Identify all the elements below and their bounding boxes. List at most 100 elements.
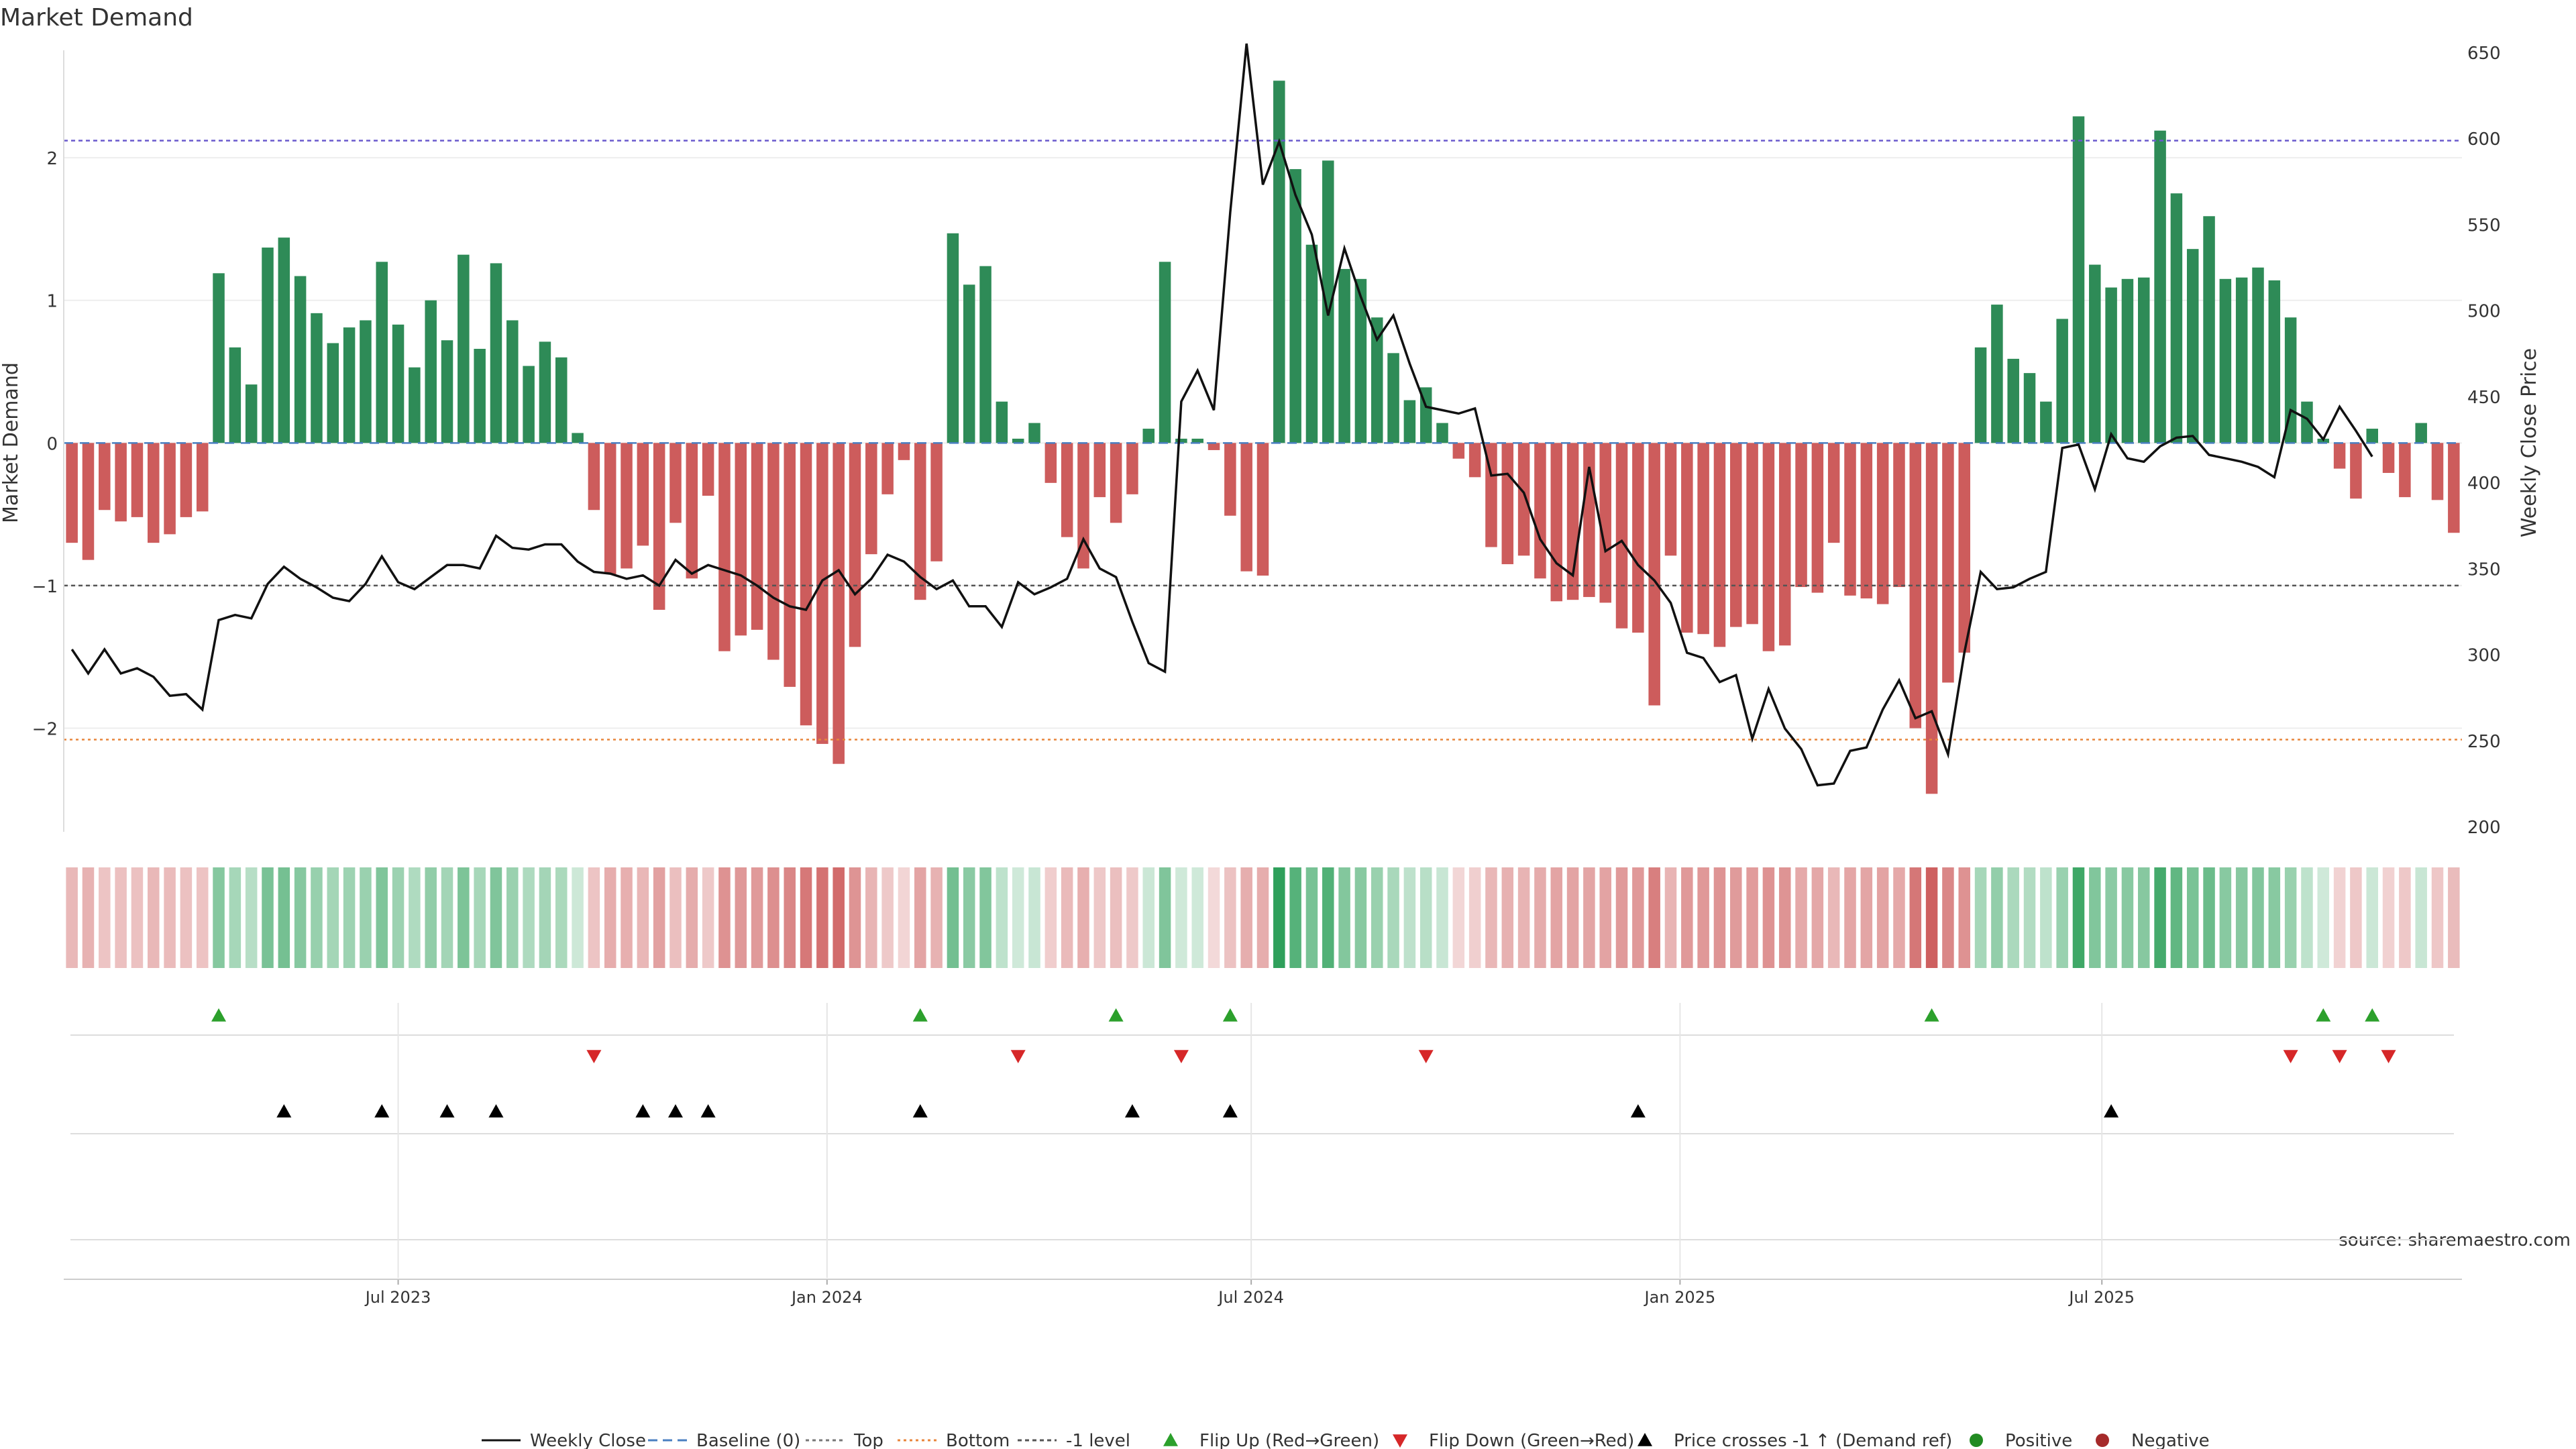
demand-bar [1354,278,1367,443]
heat-cell [1778,867,1791,968]
legend-swatch [1970,1434,1983,1447]
heat-cell [2366,867,2378,968]
heat-cell [131,867,144,968]
legend-label: Weekly Close [530,1431,646,1449]
price-cross-marker [439,1104,455,1118]
demand-bar [1208,443,1220,450]
demand-bar [2301,401,2313,443]
heat-cell [1925,867,1938,968]
x-tick-label: Jul 2024 [1217,1288,1284,1307]
demand-bar [1224,443,1236,516]
heat-cell [2268,867,2281,968]
demand-bar [1371,317,1383,443]
demand-bar [2138,277,2150,443]
demand-bar [441,340,453,443]
demand-bar [1664,443,1677,556]
heat-cell [425,867,437,968]
heat-cell [2317,867,2330,968]
legend-label: -1 level [1066,1431,1130,1449]
demand-bar [1501,443,1514,565]
demand-bar [1159,262,1171,443]
heat-cell [930,867,943,968]
heat-cell [800,867,812,968]
demand-bar [1028,423,1040,443]
heat-cell [148,867,160,968]
heat-cell [2121,867,2134,968]
demand-bar [409,367,421,443]
y-left-tick-label: −2 [32,720,58,740]
heat-cell [816,867,828,968]
demand-bar [2382,443,2395,473]
legend-swatch [1638,1433,1652,1446]
heat-cell [164,867,176,968]
demand-bar [229,347,241,443]
demand-bar [131,443,144,517]
heat-cell [1632,867,1644,968]
heat-cell [1403,867,1416,968]
demand-bar [718,443,731,651]
demand-bar [621,443,633,569]
flip-down-marker [1010,1050,1026,1063]
demand-bar [963,284,975,443]
heat-cell [409,867,421,968]
demand-bar [311,313,323,443]
heat-cell [2382,867,2395,968]
flip-up-marker [2316,1008,2331,1022]
flip-down-marker [1173,1050,1189,1063]
price-cross-marker [1630,1104,1646,1118]
demand-bar [376,262,388,443]
y-left-tick-label: 0 [46,434,58,454]
demand-bar [865,443,877,555]
heat-cell [213,867,225,968]
heat-cell [1648,867,1660,968]
demand-bar [1730,443,1742,627]
demand-bar [555,357,568,443]
heat-cell [735,867,747,968]
x-tick-label: Jul 2023 [364,1288,431,1307]
demand-bar [767,443,780,660]
demand-bar [1909,443,1922,729]
heat-cell [1566,867,1579,968]
demand-bar [294,276,307,443]
demand-bar [99,443,111,511]
price-cross-marker [276,1104,292,1118]
demand-bar [1110,443,1122,523]
heat-cell [1159,867,1171,968]
demand-bar [1876,443,1889,604]
demand-bar [213,273,225,443]
flip-up-marker [1108,1008,1124,1022]
demand-bar [604,443,616,574]
legend: Weekly Close Baseline (0) Top Bottom -1 leve… [482,1431,2210,1449]
legend-swatch [1163,1433,1178,1446]
heat-cell [979,867,991,968]
x-tick-label: Jul 2025 [2068,1288,2135,1307]
legend-label: Baseline (0) [696,1431,800,1449]
heat-cell [1224,867,1236,968]
heat-cell [376,867,388,968]
heat-cell [1893,867,1905,968]
demand-bar [669,443,682,523]
heat-cell [1615,867,1628,968]
demand-bar [180,443,193,517]
heat-cell [1942,867,1954,968]
demand-bar [1485,443,1497,547]
heat-cell [1501,867,1514,968]
heat-cell [523,867,535,968]
demand-bar [360,320,372,443]
heat-cell [343,867,356,968]
heat-cell [1419,867,1432,968]
demand-bar [1044,443,1057,483]
heat-cell [2333,867,2346,968]
heat-cell [1126,867,1138,968]
demand-bar [278,237,290,443]
heat-cell [2040,867,2052,968]
heat-cell [669,867,682,968]
heat-cell [2203,867,2215,968]
heat-cell [784,867,796,968]
heat-cell [702,867,714,968]
heat-cell [1713,867,1726,968]
price-cross-marker [374,1104,390,1118]
demand-bar [930,443,943,561]
demand-bar [1762,443,1775,651]
heat-cell [1974,867,1987,968]
